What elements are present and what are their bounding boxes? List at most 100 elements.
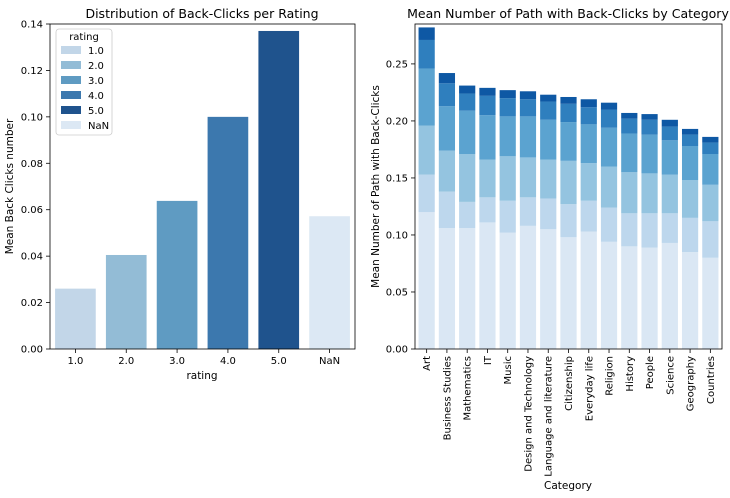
right-bar-segment-4	[479, 115, 496, 160]
right-bar-segment-6	[560, 96, 577, 104]
left-bar-3.0	[156, 200, 198, 349]
left-chart-title: Distribution of Back-Clicks per Rating	[85, 6, 318, 21]
left-axes-frame	[49, 23, 356, 350]
right-bar-segment-2	[560, 204, 577, 238]
left-y-tick-label: 0.14	[21, 20, 43, 31]
right-y-tick-label: 0.15	[386, 173, 408, 184]
right-bar-segment-1	[438, 228, 456, 349]
right-bar-segment-5	[540, 101, 557, 120]
right-bar-segment-4	[540, 119, 557, 160]
right-bar-segment-2	[702, 221, 719, 258]
right-y-tick-label: 0.10	[386, 230, 408, 241]
right-bar-segment-1	[499, 232, 516, 349]
right-bar-segment-5	[600, 109, 618, 128]
right-chart: Mean Number of Path with Back-Clicks by …	[370, 6, 729, 492]
right-y-tick-label: 0.05	[386, 287, 408, 298]
right-bar-segment-4	[702, 154, 719, 185]
right-bar-segment-1	[681, 252, 699, 349]
right-x-tick-label: Music	[503, 356, 514, 384]
right-bar-segment-1	[661, 242, 678, 349]
right-bar-segment-6	[681, 128, 699, 135]
right-y-axis-label: Mean Number of Path with Back-Clicks	[370, 85, 382, 288]
right-x-tick-label: People	[645, 356, 656, 389]
right-bar-segment-3	[580, 163, 597, 201]
right-bar-segment-2	[479, 197, 496, 223]
right-x-tick-label: History	[625, 356, 636, 392]
right-x-axis-label: Category	[544, 480, 592, 492]
right-bar-segment-4	[438, 106, 456, 151]
right-x-axis-ticks: Art Business Studies Mathematics IT Music Des…	[422, 349, 717, 477]
right-bar-segment-5	[519, 99, 537, 117]
right-bar-segment-2	[459, 201, 476, 229]
right-bar-segment-6	[438, 73, 456, 84]
right-bar-segment-4	[621, 133, 638, 173]
left-y-tick-label: 0.06	[21, 205, 43, 216]
right-bar-segment-6	[621, 112, 638, 119]
right-bar-segment-3	[499, 156, 516, 201]
legend-title: rating	[69, 32, 99, 43]
right-bar-segment-6	[519, 91, 537, 100]
right-bar-segment-4	[600, 127, 618, 167]
left-y-tick-label: 0.08	[21, 159, 43, 170]
right-bar-segment-2	[540, 198, 557, 230]
right-bar-segment-1	[600, 241, 618, 349]
right-bar-segment-4	[519, 116, 537, 158]
right-bar-segment-3	[438, 150, 456, 192]
left-bar-2.0	[105, 254, 147, 349]
right-bar-segment-1	[479, 222, 496, 349]
legend-entries: 1.0 2.0 3.0 4.0 5.0 NaN	[61, 46, 109, 132]
left-chart: Distribution of Back-Clicks per Rating 0…	[4, 6, 356, 382]
legend-label: 5.0	[88, 106, 104, 117]
right-bar-segment-6	[499, 90, 516, 99]
right-bar-segment-2	[661, 213, 678, 243]
right-bar-segment-6	[540, 94, 557, 102]
right-bar-segment-3	[641, 173, 658, 214]
left-y-tick-label: 0.12	[21, 66, 43, 77]
right-bar-segment-6	[580, 99, 597, 108]
right-bar-segment-2	[499, 200, 516, 233]
right-bar-segment-6	[600, 102, 618, 110]
right-bar-segment-2	[681, 217, 699, 253]
right-bar-segment-4	[459, 110, 476, 154]
right-x-tick-label: Business Studies	[442, 356, 453, 440]
right-bar-segment-5	[418, 39, 435, 69]
right-bar-segment-1	[580, 231, 597, 349]
right-bar-segment-5	[681, 134, 699, 147]
right-bar-segment-6	[459, 85, 476, 94]
right-bar-segment-1	[459, 228, 476, 349]
right-bar-segment-3	[621, 172, 638, 214]
right-bar-segment-5	[641, 119, 658, 135]
right-chart-title: Mean Number of Path with Back-Clicks by …	[407, 6, 729, 21]
legend-label: 1.0	[88, 46, 104, 57]
right-bar-segment-5	[661, 126, 678, 141]
left-bar-1.0	[55, 288, 96, 349]
left-legend: rating 1.0 2.0 3.0 4.0 5.0 NaN	[55, 28, 113, 136]
right-bar-segment-5	[580, 107, 597, 125]
left-x-axis-ticks: 1.0 2.0 3.0 4.0 5.0 NaN	[67, 349, 340, 367]
legend-swatch	[61, 76, 81, 84]
legend-swatch	[61, 106, 81, 114]
legend-label: 3.0	[88, 76, 104, 87]
right-bar-segment-1	[540, 229, 557, 349]
left-y-axis-ticks: 0.00 0.02 0.04 0.06 0.08 0.10 0.12 0.14	[21, 20, 50, 356]
right-bar-segment-2	[600, 207, 618, 242]
right-bar-segment-4	[681, 146, 699, 181]
left-bar-NaN	[309, 216, 350, 349]
right-bar-segment-4	[661, 140, 678, 175]
right-bar-segment-3	[661, 174, 678, 214]
legend-swatch	[61, 121, 81, 129]
left-y-tick-label: 0.00	[21, 345, 43, 356]
right-bar-segment-6	[661, 119, 678, 127]
right-bar-segment-6	[479, 87, 496, 96]
right-bar-segment-2	[580, 200, 597, 232]
right-y-tick-label: 0.25	[386, 59, 408, 70]
right-x-tick-label: Art	[422, 356, 433, 371]
right-y-axis-ticks: 0.00 0.05 0.10 0.15 0.20 0.25	[386, 59, 415, 356]
right-x-tick-label: Religion	[605, 356, 616, 396]
right-bar-segment-1	[418, 212, 435, 349]
right-bar-segment-1	[641, 247, 658, 349]
legend-swatch	[61, 91, 81, 99]
left-y-tick-label: 0.02	[21, 298, 43, 309]
left-y-tick-label: 0.10	[21, 112, 43, 123]
right-bar-segment-3	[560, 160, 577, 205]
